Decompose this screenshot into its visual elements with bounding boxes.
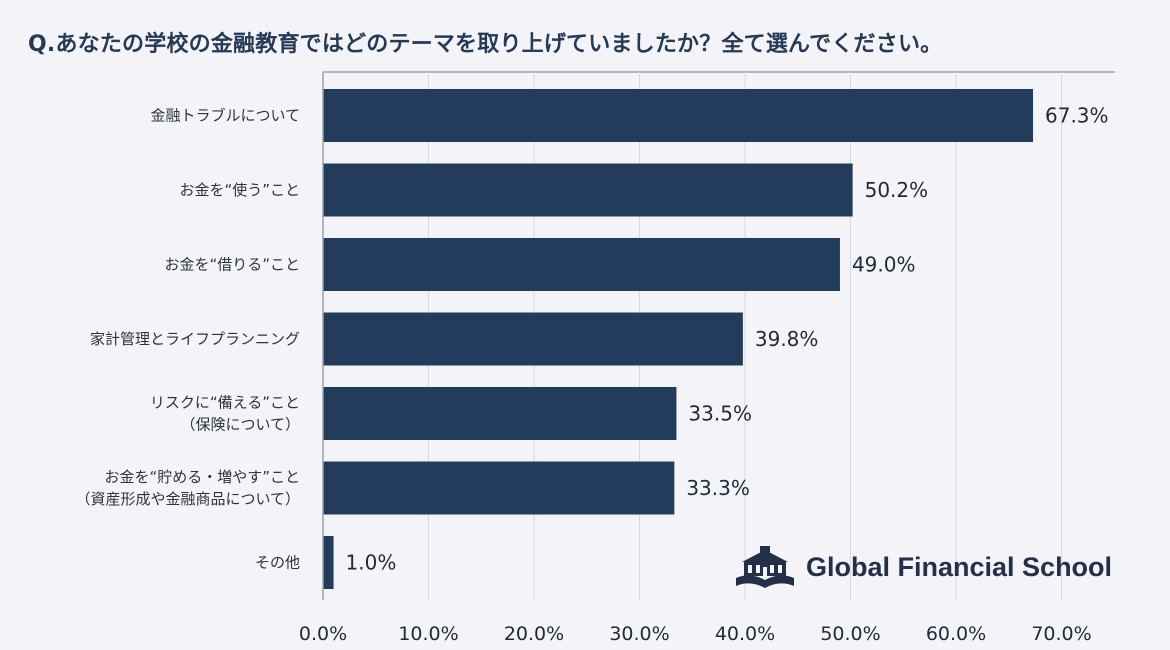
school-building-icon [736, 546, 794, 588]
bar [323, 536, 334, 589]
x-tick-label: 20.0% [504, 623, 564, 645]
category-label: （資産形成や金融商品について） [75, 490, 300, 508]
value-label: 33.3% [686, 476, 750, 500]
value-label: 1.0% [346, 551, 397, 575]
category-label: 家計管理とライフプランニング [90, 330, 300, 348]
chart-title: Q.あなたの学校の金融教育ではどのテーマを取り上げていましたか？全て選んでくださ… [28, 32, 943, 57]
value-label: 39.8% [755, 327, 819, 351]
value-label: 67.3% [1045, 104, 1109, 128]
value-label: 33.5% [688, 402, 752, 426]
category-label: お金を“借りる”こと [164, 256, 300, 274]
x-tick-label: 0.0% [299, 623, 347, 645]
value-label: 49.0% [852, 253, 916, 277]
x-tick-label: 10.0% [398, 623, 458, 645]
bar [323, 461, 675, 515]
bar [323, 312, 743, 366]
x-tick-label: 70.0% [1031, 623, 1091, 645]
bar [323, 89, 1034, 142]
category-label: （保険について） [180, 416, 300, 434]
category-label: その他 [255, 554, 300, 572]
x-tick-label: 30.0% [609, 623, 669, 645]
bar [323, 238, 840, 291]
x-tick-label: 60.0% [926, 623, 986, 645]
bar [323, 387, 677, 440]
category-label: お金を“使う”こと [179, 181, 300, 199]
brand-logo-text: Global Financial School [806, 551, 1113, 582]
x-tick-label: 50.0% [820, 623, 880, 645]
brand-logo: Global Financial School [734, 544, 1112, 590]
value-label: 50.2% [865, 178, 929, 202]
category-label: 金融トラブルについて [150, 107, 300, 125]
x-tick-label: 40.0% [715, 623, 775, 645]
bar [323, 163, 853, 217]
category-label: お金を“貯める・増やす”こと [104, 468, 300, 486]
category-label: リスクに“備える”こと [150, 394, 300, 412]
